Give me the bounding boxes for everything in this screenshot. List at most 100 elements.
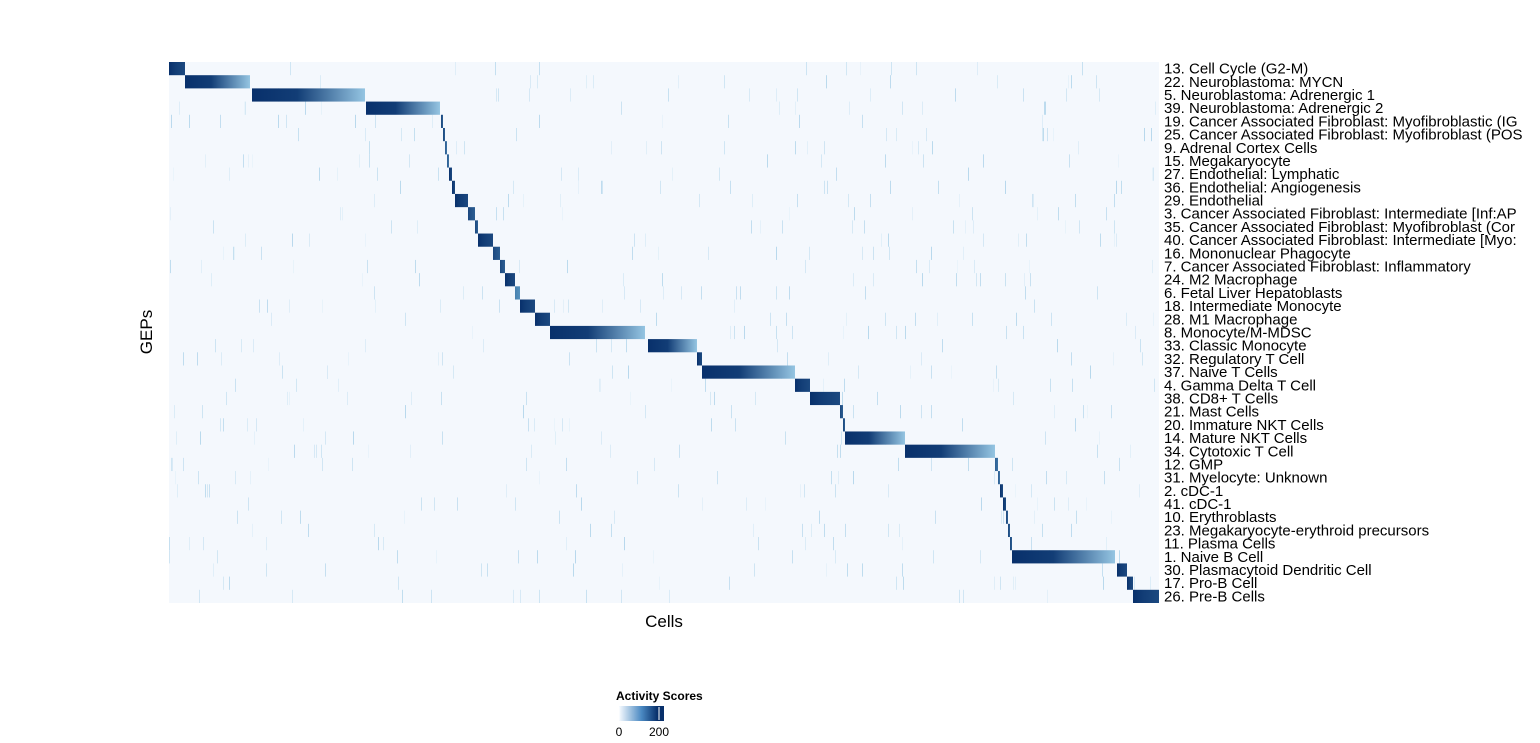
- heatmap-noise-cell: [256, 418, 257, 432]
- heatmap-background: [169, 62, 1159, 603]
- heatmap-noise-cell: [1121, 180, 1122, 194]
- heatmap-noise-cell: [1155, 101, 1156, 115]
- heatmap-block-row-2: [185, 75, 250, 89]
- heatmap-noise-cell: [870, 88, 871, 102]
- heatmap-block-row-32: [998, 471, 1000, 485]
- heatmap-noise-cell: [837, 444, 838, 458]
- heatmap-noise-cell: [179, 101, 180, 115]
- heatmap-noise-cell: [734, 325, 735, 340]
- heatmap-block-row-14: [478, 233, 493, 247]
- heatmap-noise-cell: [678, 75, 679, 89]
- row-label: 26. Pre-B Cells: [1164, 588, 1265, 605]
- heatmap-block-row-12: [468, 207, 475, 221]
- heatmap-noise-cell: [368, 444, 369, 458]
- row-label: 41. cDC-1: [1164, 496, 1232, 513]
- heatmap-noise-cell: [853, 405, 854, 419]
- heatmap-block-row-16: [500, 259, 505, 274]
- heatmap-noise-cell: [1013, 576, 1014, 590]
- heatmap-noise-cell: [563, 299, 564, 313]
- heatmap-noise-cell: [278, 114, 279, 128]
- y-axis-label: GEPs: [137, 310, 156, 354]
- heatmap-noise-cell: [487, 563, 488, 577]
- heatmap-noise-cell: [520, 589, 521, 603]
- heatmap-noise-cell: [1000, 576, 1001, 590]
- heatmap-noise-cell: [622, 563, 623, 577]
- row-label: 5. Neuroblastoma: Adrenergic 1: [1164, 87, 1375, 104]
- row-label: 13. Cell Cycle (G2-M): [1164, 61, 1308, 78]
- row-label: 23. Megakaryocyte-erythroid precursors: [1164, 522, 1429, 539]
- heatmap-noise-cell: [660, 180, 661, 194]
- heatmap-noise-cell: [575, 550, 576, 564]
- heatmap-noise-cell: [852, 220, 853, 234]
- heatmap-noise-cell: [526, 391, 527, 406]
- heatmap-noise-cell: [1071, 75, 1072, 89]
- heatmap-noise-cell: [537, 75, 538, 89]
- heatmap-noise-cell: [1096, 75, 1097, 89]
- heatmap-noise-cell: [1042, 127, 1043, 142]
- heatmap-noise-cell: [286, 114, 287, 128]
- heatmap-noise-cell: [896, 127, 897, 142]
- heatmap-noise-cell: [1078, 141, 1079, 155]
- row-label: 29. Endothelial: [1164, 193, 1263, 210]
- heatmap-noise-cell: [885, 312, 886, 326]
- heatmap-noise-cell: [645, 233, 646, 247]
- heatmap-noise-cell: [611, 339, 612, 353]
- heatmap-noise-cell: [1023, 325, 1024, 340]
- heatmap-noise-cell: [539, 114, 540, 128]
- heatmap-noise-cell: [840, 444, 841, 458]
- heatmap-noise-cell: [325, 431, 326, 445]
- heatmap-noise-cell: [340, 207, 341, 221]
- heatmap-noise-cell: [1058, 207, 1059, 221]
- heatmap-noise-cell: [776, 325, 777, 340]
- heatmap-noise-cell: [513, 589, 514, 603]
- heatmap-noise-cell: [259, 299, 260, 313]
- heatmap-noise-cell: [1012, 457, 1013, 472]
- heatmap-noise-cell: [359, 154, 360, 168]
- heatmap-noise-cell: [653, 550, 654, 564]
- heatmap-noise-cell: [833, 537, 834, 551]
- heatmap-noise-cell: [841, 431, 842, 445]
- heatmap-noise-cell: [1034, 510, 1035, 524]
- heatmap-block-row-30: [905, 444, 995, 458]
- row-label: 17. Pro-B Cell: [1164, 575, 1257, 592]
- heatmap-noise-cell: [183, 352, 184, 366]
- heatmap-noise-cell: [842, 391, 843, 406]
- heatmap-noise-cell: [959, 193, 960, 208]
- heatmap-noise-cell: [942, 339, 943, 353]
- row-label: 4. Gamma Delta T Cell: [1164, 377, 1316, 394]
- heatmap-noise-cell: [456, 141, 457, 155]
- heatmap-noise-cell: [400, 180, 401, 194]
- heatmap-noise-cell: [602, 299, 603, 313]
- heatmap-noise-cell: [776, 88, 777, 102]
- heatmap-noise-cell: [268, 457, 269, 472]
- heatmap-noise-cell: [352, 457, 353, 472]
- heatmap-noise-cell: [369, 141, 370, 155]
- heatmap-noise-cell: [578, 167, 579, 181]
- heatmap-block-row-35: [1006, 510, 1008, 524]
- heatmap-noise-cell: [593, 75, 594, 89]
- heatmap-noise-cell: [215, 339, 216, 353]
- heatmap-noise-cell: [785, 431, 786, 445]
- heatmap-noise-cell: [531, 444, 532, 458]
- heatmap-noise-cell: [365, 127, 366, 142]
- heatmap-noise-cell: [438, 352, 439, 366]
- heatmap-noise-cell: [896, 325, 897, 340]
- row-label: 33. Classic Monocyte: [1164, 338, 1307, 355]
- heatmap-noise-cell: [369, 154, 370, 168]
- row-label: 36. Endothelial: Angiogenesis: [1164, 179, 1361, 196]
- heatmap-block-row-37: [1010, 537, 1012, 551]
- heatmap-noise-cell: [300, 510, 301, 524]
- heatmap-noise-cell: [931, 246, 932, 260]
- heatmap-noise-cell: [1069, 154, 1070, 168]
- heatmap-noise-cell: [634, 233, 635, 247]
- heatmap-noise-cell: [503, 207, 504, 221]
- row-label: 11. Plasma Cells: [1164, 536, 1275, 553]
- heatmap-noise-cell: [1119, 457, 1120, 472]
- heatmap-noise-cell: [1042, 114, 1043, 128]
- heatmap-noise-cell: [567, 259, 568, 274]
- heatmap-noise-cell: [679, 444, 680, 458]
- heatmap-noise-cell: [711, 418, 712, 432]
- heatmap-noise-cell: [1015, 484, 1016, 498]
- legend-title: Activity Scores: [616, 689, 703, 703]
- heatmap-noise-cell: [804, 484, 805, 498]
